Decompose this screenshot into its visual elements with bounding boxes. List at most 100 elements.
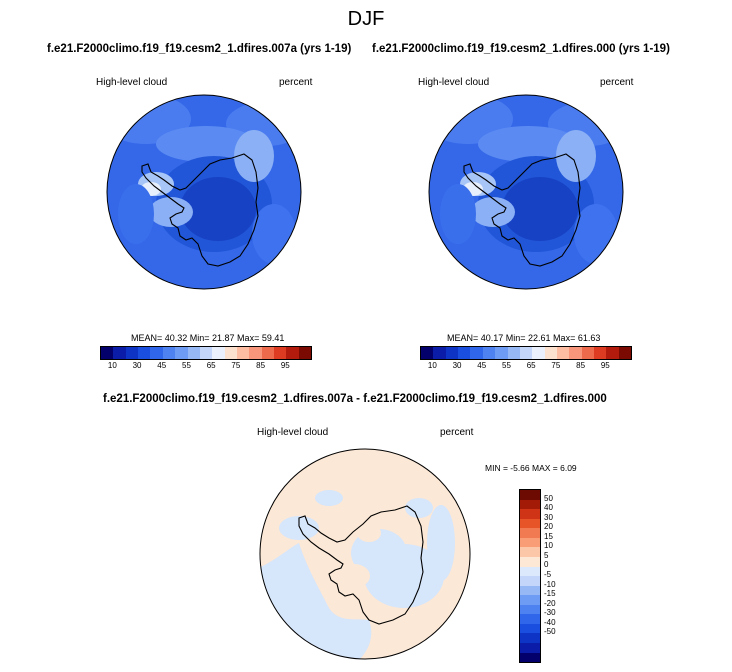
colorbar-tick-label: 65 — [206, 361, 216, 370]
colorbar-swatch — [433, 347, 446, 359]
colorbar-swatch — [520, 604, 540, 615]
colorbar-swatch — [519, 347, 533, 359]
colorbar-swatch — [261, 347, 275, 359]
panel2-colorbar — [420, 346, 632, 360]
colorbar-tick-label: 30 — [132, 361, 142, 370]
colorbar-tick-label: 45 — [477, 361, 487, 370]
colorbar-tick-label: 10 — [544, 541, 553, 551]
colorbar-swatch — [569, 347, 582, 359]
colorbar-swatch — [520, 509, 540, 519]
colorbar-tick-label: 75 — [231, 361, 241, 370]
colorbar-tick-label: 15 — [544, 531, 553, 541]
colorbar-tick-label: -20 — [544, 598, 556, 608]
colorbar-swatch — [212, 347, 225, 359]
colorbar-swatch — [298, 347, 312, 359]
colorbar-swatch — [544, 347, 557, 359]
panel2-polar-map — [428, 94, 624, 290]
panel2-stats: MEAN= 40.17 Min= 22.61 Max= 61.63 — [447, 333, 601, 343]
colorbar-swatch — [138, 347, 151, 359]
panel1-title: f.e21.F2000climo.f19_f19.cesm2_1.dfires.… — [47, 43, 352, 55]
colorbar-swatch — [236, 347, 250, 359]
colorbar-swatch — [421, 347, 434, 359]
colorbar-tick-label: 40 — [544, 503, 553, 513]
colorbar-swatch — [606, 347, 619, 359]
colorbar-swatch — [520, 633, 540, 643]
diff-minmax: MIN = -5.66 MAX = 6.09 — [485, 463, 577, 473]
diff-title: f.e21.F2000climo.f19_f19.cesm2_1.dfires.… — [103, 393, 607, 405]
colorbar-tick-label: -10 — [544, 579, 556, 589]
diff-units-label: percent — [440, 427, 474, 438]
colorbar-tick-label: 55 — [182, 361, 191, 370]
colorbar-swatch — [532, 347, 545, 359]
colorbar-tick-label: 10 — [107, 361, 117, 370]
colorbar-tick-label: 5 — [544, 550, 549, 560]
colorbar-swatch — [556, 347, 570, 359]
colorbar-tick-label: 10 — [427, 361, 437, 370]
colorbar-tick-label: 95 — [280, 361, 290, 370]
colorbar-tick-label: 45 — [157, 361, 167, 370]
colorbar-swatch — [445, 347, 459, 359]
colorbar-tick-label: 95 — [600, 361, 610, 370]
colorbar-swatch — [520, 566, 540, 577]
colorbar-swatch — [520, 623, 540, 634]
diff-variable-label: High-level cloud — [257, 427, 329, 438]
colorbar-tick-label: -50 — [544, 627, 556, 637]
colorbar-swatch — [520, 585, 540, 596]
colorbar-swatch — [187, 347, 200, 359]
panel2-title: f.e21.F2000climo.f19_f19.cesm2_1.dfires.… — [372, 43, 670, 55]
colorbar-tick-label: 20 — [544, 522, 553, 532]
panel2-colorbar-ticks: 10 30 45 55 65 75 85 95 — [420, 361, 630, 371]
colorbar-swatch — [520, 595, 540, 605]
colorbar-tick-label: 30 — [452, 361, 462, 370]
colorbar-tick-label: -15 — [544, 589, 556, 599]
colorbar-tick-label: 75 — [551, 361, 561, 370]
colorbar-swatch — [520, 614, 540, 624]
panel1-units-label: percent — [279, 77, 313, 88]
colorbar-swatch — [458, 347, 471, 359]
colorbar-tick-label: 55 — [502, 361, 511, 370]
season-title: DJF — [347, 8, 385, 30]
colorbar-tick-label: -40 — [544, 617, 556, 627]
colorbar-tick-label: -30 — [544, 608, 556, 618]
colorbar-swatch — [618, 347, 632, 359]
diff-polar-map — [259, 448, 471, 660]
colorbar-tick-label: 65 — [526, 361, 536, 370]
panel1-colorbar-ticks: 10 30 45 55 65 75 85 95 — [100, 361, 310, 371]
colorbar-swatch — [125, 347, 139, 359]
colorbar-swatch — [581, 347, 595, 359]
colorbar-swatch — [199, 347, 213, 359]
colorbar-swatch — [150, 347, 163, 359]
colorbar-swatch — [470, 347, 483, 359]
colorbar-swatch — [249, 347, 262, 359]
colorbar-swatch — [520, 490, 540, 500]
colorbar-swatch — [520, 537, 540, 548]
colorbar-tick-label: 30 — [544, 512, 553, 522]
colorbar-swatch — [286, 347, 299, 359]
panel2-variable-label: High-level cloud — [418, 77, 490, 88]
colorbar-swatch — [482, 347, 496, 359]
colorbar-swatch — [520, 576, 540, 586]
colorbar-swatch — [520, 518, 540, 529]
colorbar-swatch — [113, 347, 126, 359]
panel1-variable-label: High-level cloud — [96, 77, 168, 88]
panel1-colorbar — [100, 346, 312, 360]
colorbar-tick-label: -5 — [544, 570, 552, 579]
colorbar-swatch — [520, 643, 540, 653]
diff-colorbar — [519, 489, 541, 663]
colorbar-swatch — [594, 347, 607, 359]
panel1-stats: MEAN= 40.32 Min= 21.87 Max= 59.41 — [131, 333, 285, 343]
colorbar-swatch — [495, 347, 508, 359]
colorbar-swatch — [224, 347, 237, 359]
colorbar-swatch — [520, 556, 540, 567]
colorbar-swatch — [520, 499, 540, 510]
colorbar-tick-label: 85 — [576, 361, 586, 370]
colorbar-tick-label: 0 — [544, 560, 549, 570]
colorbar-swatch — [162, 347, 176, 359]
colorbar-swatch — [520, 528, 540, 538]
colorbar-swatch — [507, 347, 520, 359]
diff-colorbar-ticks: 50 40 30 20 15 10 5 0 -5 -10 -15 -20 -30 -40 -50 — [544, 489, 574, 661]
colorbar-swatch — [101, 347, 114, 359]
colorbar-swatch — [274, 347, 287, 359]
colorbar-tick-label: 50 — [544, 493, 553, 503]
colorbar-swatch — [175, 347, 188, 359]
